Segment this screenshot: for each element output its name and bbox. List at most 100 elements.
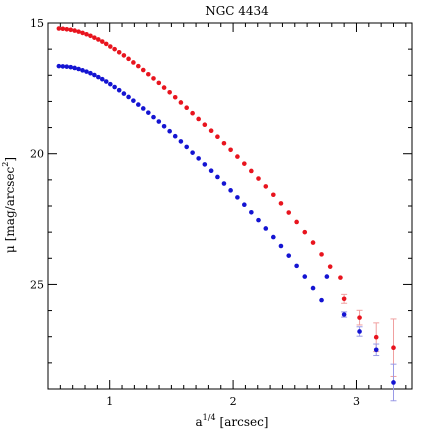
red-data-point — [294, 219, 299, 225]
red-data-point — [121, 53, 127, 58]
blue-data-point — [156, 119, 162, 124]
red-data-point — [167, 89, 172, 95]
blue-data-point — [357, 329, 362, 334]
blue-data-point — [221, 181, 227, 186]
axis-ticks — [48, 22, 412, 390]
blue-data-point — [235, 195, 240, 200]
red-data-point — [184, 105, 189, 111]
red-data-point — [88, 33, 93, 39]
blue-data-point — [196, 156, 201, 161]
red-data-point — [92, 35, 97, 40]
red-data-point — [373, 334, 379, 340]
blue-data-point — [72, 65, 77, 71]
x-label-main: a — [196, 415, 203, 429]
blue-data-point — [228, 188, 233, 193]
blue-data-point — [271, 234, 276, 240]
red-data-point — [208, 128, 214, 134]
blue-data-point — [190, 150, 195, 155]
y-tick-label: 15 — [30, 17, 44, 30]
red-data-point — [319, 252, 324, 257]
blue-data-point — [64, 64, 70, 69]
red-data-point — [76, 29, 81, 34]
red-data-point — [256, 176, 261, 181]
blue-data-point — [294, 263, 299, 269]
red-data-point — [228, 147, 233, 153]
red-data-point — [302, 229, 308, 235]
red-data-point — [338, 275, 343, 280]
y-axis-label: μ [mag/arcsec2] — [1, 157, 17, 253]
red-data-point — [116, 49, 122, 55]
blue-data-point — [84, 69, 89, 74]
blue-data-point — [167, 128, 172, 134]
x-tick-label: 3 — [353, 395, 360, 408]
blue-data-point — [202, 162, 208, 167]
x-tick-labels: 1 2 3 — [106, 395, 360, 408]
red-data-point — [72, 28, 77, 33]
red-data-point — [215, 134, 220, 140]
red-data-point — [178, 100, 184, 105]
blue-data-point — [140, 106, 146, 111]
red-data-point — [68, 27, 74, 33]
blue-data-point — [131, 98, 136, 103]
red-data-point — [131, 60, 136, 65]
red-data-point — [151, 76, 156, 81]
y-label-superscript: 2 — [1, 162, 10, 167]
blue-data-point — [184, 144, 189, 150]
blue-data-point — [278, 243, 284, 249]
red-data-point — [60, 26, 66, 32]
blue-data-point — [151, 114, 156, 120]
red-data-point — [263, 184, 269, 189]
red-data-point — [221, 140, 227, 146]
blue-data-point — [249, 209, 254, 215]
x-tick-label: 2 — [230, 395, 237, 408]
red-data-point — [146, 71, 151, 77]
red-data-point — [190, 110, 195, 116]
x-label-unit: [arcsec] — [220, 415, 269, 429]
chart-title: NGC 4434 — [205, 4, 269, 18]
red-data-point — [156, 80, 162, 86]
blue-data-point — [319, 297, 324, 303]
data-points — [56, 26, 396, 385]
red-data-point — [112, 46, 117, 52]
red-data-point — [310, 240, 316, 245]
red-data-point — [341, 296, 347, 302]
blue-data-point — [324, 274, 330, 279]
error-bars — [341, 293, 397, 402]
blue-data-point — [172, 133, 178, 139]
red-data-point — [80, 30, 85, 36]
red-data-point — [286, 210, 292, 215]
red-data-point — [196, 116, 201, 122]
blue-data-point — [126, 94, 131, 100]
blue-data-point — [103, 79, 109, 84]
red-data-point — [103, 41, 109, 47]
blue-data-point — [256, 217, 261, 223]
blue-data-point — [341, 312, 347, 317]
red-data-point — [357, 315, 362, 320]
red-data-point — [140, 67, 146, 73]
x-label-superscript: 1/4 — [203, 413, 216, 422]
red-data-point — [84, 31, 89, 37]
blue-data-point — [373, 347, 379, 353]
blue-data-point — [391, 380, 396, 385]
y-label-close: ] — [3, 157, 17, 162]
blue-data-point — [116, 87, 122, 93]
red-data-point — [391, 345, 396, 350]
blue-data-point — [215, 174, 220, 180]
red-data-point — [136, 63, 141, 69]
blue-data-point — [242, 202, 247, 207]
blue-data-point — [161, 123, 167, 129]
red-data-point — [202, 122, 208, 127]
y-tick-label: 20 — [30, 148, 44, 161]
blue-data-point — [80, 68, 85, 73]
blue-data-point — [146, 110, 151, 115]
x-axis-label: a1/4 [arcsec] — [196, 413, 269, 429]
x-tick-label: 1 — [106, 395, 113, 408]
red-data-point — [249, 168, 254, 174]
blue-data-point — [76, 66, 81, 72]
red-data-point — [64, 26, 70, 32]
red-data-point — [96, 37, 101, 42]
red-data-point — [172, 94, 178, 100]
red-data-point — [56, 26, 62, 31]
blue-data-point — [302, 274, 308, 279]
